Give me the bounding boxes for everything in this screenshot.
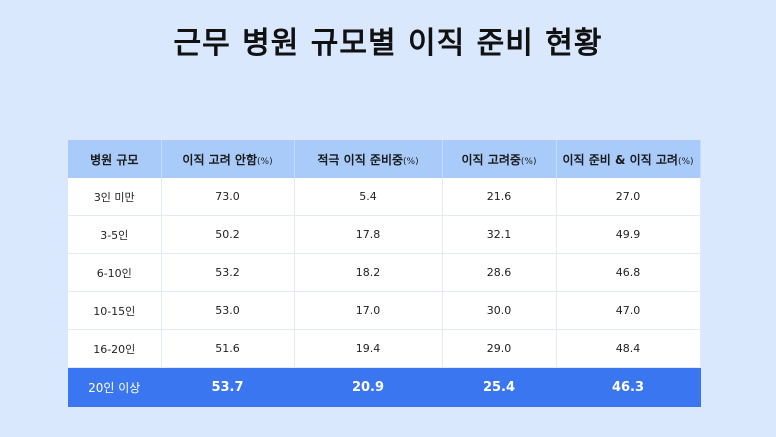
value-cell: 51.6	[161, 329, 295, 368]
value-cell: 29.0	[442, 329, 557, 368]
column-header: 병원 규모	[68, 140, 162, 178]
value-cell: 47.0	[556, 291, 701, 330]
row-label-cell: 3-5인	[68, 215, 162, 254]
table-row: 3인 미만 73.0 5.4 21.6 27.0	[68, 178, 701, 216]
row-label-cell: 3인 미만	[68, 178, 162, 216]
column-header: 이직 고려중(%)	[442, 140, 557, 178]
value-cell: 25.4	[442, 367, 557, 407]
value-cell: 17.0	[294, 291, 443, 330]
column-header: 이직 고려 안함(%)	[161, 140, 295, 178]
value-cell: 27.0	[556, 178, 701, 216]
value-cell: 49.9	[556, 215, 701, 254]
table-header-row: 병원 규모 이직 고려 안함(%) 적극 이직 준비중(%) 이직 고려중(%)…	[68, 140, 701, 178]
row-label-cell: 16-20인	[68, 329, 162, 368]
value-cell: 53.0	[161, 291, 295, 330]
table-row-highlight: 20인 이상 53.7 20.9 25.4 46.3	[68, 367, 701, 407]
table-row: 16-20인 51.6 19.4 29.0 48.4	[68, 329, 701, 368]
value-cell: 50.2	[161, 215, 295, 254]
row-label-cell: 10-15인	[68, 291, 162, 330]
value-cell: 46.8	[556, 253, 701, 292]
page-title: 근무 병원 규모별 이직 준비 현황	[173, 26, 603, 61]
value-cell: 21.6	[442, 178, 557, 216]
column-header: 이직 준비 & 이직 고려(%)	[556, 140, 701, 178]
value-cell: 53.2	[161, 253, 295, 292]
value-cell: 19.4	[294, 329, 443, 368]
table-row: 10-15인 53.0 17.0 30.0 47.0	[68, 291, 701, 330]
value-cell: 30.0	[442, 291, 557, 330]
row-label-cell: 20인 이상	[68, 367, 162, 407]
value-cell: 46.3	[556, 367, 701, 407]
column-header: 적극 이직 준비중(%)	[294, 140, 443, 178]
value-cell: 73.0	[161, 178, 295, 216]
table-row: 6-10인 53.2 18.2 28.6 46.8	[68, 253, 701, 292]
value-cell: 48.4	[556, 329, 701, 368]
value-cell: 20.9	[294, 367, 443, 407]
table-row: 3-5인 50.2 17.8 32.1 49.9	[68, 215, 701, 254]
data-table: 병원 규모 이직 고려 안함(%) 적극 이직 준비중(%) 이직 고려중(%)…	[68, 140, 701, 407]
value-cell: 17.8	[294, 215, 443, 254]
value-cell: 5.4	[294, 178, 443, 216]
row-label-cell: 6-10인	[68, 253, 162, 292]
value-cell: 32.1	[442, 215, 557, 254]
value-cell: 28.6	[442, 253, 557, 292]
value-cell: 18.2	[294, 253, 443, 292]
value-cell: 53.7	[161, 367, 295, 407]
